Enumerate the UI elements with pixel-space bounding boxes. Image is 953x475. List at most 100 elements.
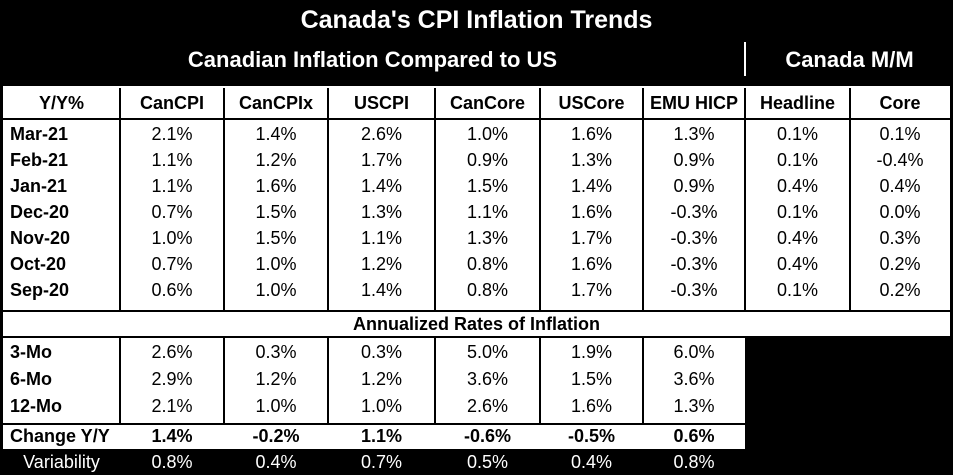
- column-header: Y/Y%: [38, 93, 85, 113]
- table-cell: 0.9%: [673, 150, 715, 170]
- table-cell: 1.3%: [466, 228, 509, 248]
- column-header: CanCPIx: [238, 93, 314, 113]
- table-cell: 1.0%: [255, 396, 297, 416]
- table-cell: 1.1%: [151, 176, 193, 196]
- table-cell: 0.3%: [360, 342, 403, 362]
- table-cell: -0.3%: [670, 280, 718, 300]
- row-divider: [3, 118, 950, 120]
- table-cell: 0.7%: [151, 254, 193, 274]
- row-divider: [3, 336, 950, 338]
- column-divider: [642, 88, 644, 310]
- table-cell: 0.4%: [776, 228, 819, 248]
- column-divider: [327, 88, 329, 310]
- row-label: Dec-20: [10, 202, 70, 222]
- column-divider: [539, 337, 541, 423]
- column-divider: [223, 88, 225, 310]
- table-cell: 1.2%: [360, 369, 403, 389]
- row-label: Change Y/Y: [10, 426, 110, 446]
- table-cell: -0.3%: [670, 228, 718, 248]
- table-cell: 0.1%: [776, 280, 819, 300]
- table-cell: 1.0%: [151, 228, 193, 248]
- table-cell: 1.0%: [360, 396, 403, 416]
- table-cell: 0.9%: [466, 150, 509, 170]
- table-cell: 1.7%: [570, 228, 613, 248]
- table-cell: 1.6%: [570, 202, 613, 222]
- column-divider: [434, 337, 436, 423]
- table-cell: 2.6%: [466, 396, 509, 416]
- canada-mm-subheader: Canada M/M: [785, 47, 914, 72]
- table-cell: 1.5%: [255, 202, 297, 222]
- table-cell: 1.3%: [673, 396, 715, 416]
- table-cell: 1.4%: [570, 176, 613, 196]
- table-cell: 1.9%: [570, 342, 613, 362]
- column-divider: [434, 88, 436, 310]
- row-label: Oct-20: [10, 254, 67, 274]
- column-divider: [327, 337, 329, 423]
- table-cell: 1.5%: [466, 176, 509, 196]
- row-label: Feb-21: [10, 150, 69, 170]
- table-cell: -0.4%: [876, 150, 924, 170]
- table-cell: -0.5%: [567, 426, 616, 446]
- column-divider: [539, 88, 541, 310]
- column-divider: [744, 88, 746, 310]
- column-divider: [849, 88, 851, 310]
- column-header: Core: [879, 93, 921, 113]
- row-label: Jan-21: [10, 176, 68, 196]
- column-header: USCPI: [353, 93, 409, 113]
- table-cell: 0.6%: [673, 426, 715, 446]
- table-cell: 1.1%: [360, 228, 403, 248]
- column-divider: [223, 337, 225, 423]
- table-cell: 0.9%: [673, 176, 715, 196]
- table-cell: 1.1%: [151, 150, 193, 170]
- table-cell: 1.0%: [255, 254, 297, 274]
- table-cell: -0.6%: [463, 426, 512, 446]
- row-label: Variability: [23, 452, 100, 472]
- table-cell: 1.6%: [570, 254, 613, 274]
- table-cell: 0.7%: [360, 452, 403, 472]
- table-cell: 2.6%: [360, 124, 403, 144]
- table-cell: 0.1%: [776, 150, 819, 170]
- row-label: 12-Mo: [10, 396, 63, 416]
- table-cell: 0.3%: [879, 228, 921, 248]
- table-cell: 1.3%: [360, 202, 403, 222]
- table-cell: -0.3%: [670, 254, 718, 274]
- column-header: USCore: [558, 93, 625, 113]
- table-cell: 1.6%: [570, 396, 613, 416]
- table-cell: 2.9%: [151, 369, 193, 389]
- row-label: Nov-20: [10, 228, 71, 248]
- table-cell: 0.6%: [151, 280, 193, 300]
- table-cell: -0.2%: [252, 426, 300, 446]
- column-header: CanCPI: [139, 93, 204, 113]
- table-cell: 1.2%: [255, 369, 297, 389]
- table-cell: 0.8%: [151, 452, 193, 472]
- table-cell: 1.7%: [570, 280, 613, 300]
- table-cell: 0.8%: [673, 452, 715, 472]
- table-cell: 2.1%: [151, 396, 193, 416]
- table-cell: 1.5%: [255, 228, 297, 248]
- table-cell: 6.0%: [673, 342, 715, 362]
- table-cell: 0.0%: [879, 202, 921, 222]
- table-cell: 0.1%: [776, 202, 819, 222]
- page-title: Canada's CPI Inflation Trends: [300, 6, 653, 34]
- monthly-table-panel: [3, 86, 950, 310]
- table-cell: 1.4%: [360, 176, 403, 196]
- table-cell: 1.5%: [570, 369, 613, 389]
- table-cell: 0.3%: [255, 342, 297, 362]
- table-cell: 0.5%: [466, 452, 509, 472]
- table-cell: 3.6%: [673, 369, 715, 389]
- table-cell: 0.4%: [776, 176, 819, 196]
- column-header: CanCore: [449, 93, 525, 113]
- table-cell: 1.0%: [466, 124, 509, 144]
- table-cell: 1.6%: [570, 124, 613, 144]
- table-cell: 1.4%: [360, 280, 403, 300]
- row-label: 3-Mo: [10, 342, 52, 362]
- annualized-header-band: [3, 312, 950, 337]
- table-cell: 1.3%: [570, 150, 613, 170]
- table-cell: 1.4%: [255, 124, 297, 144]
- table-cell: 1.3%: [673, 124, 715, 144]
- table-cell: 0.2%: [879, 254, 921, 274]
- table-cell: 1.1%: [360, 426, 403, 446]
- change-row-band: [3, 423, 745, 449]
- table-cell: 5.0%: [466, 342, 509, 362]
- table-cell: 0.4%: [570, 452, 613, 472]
